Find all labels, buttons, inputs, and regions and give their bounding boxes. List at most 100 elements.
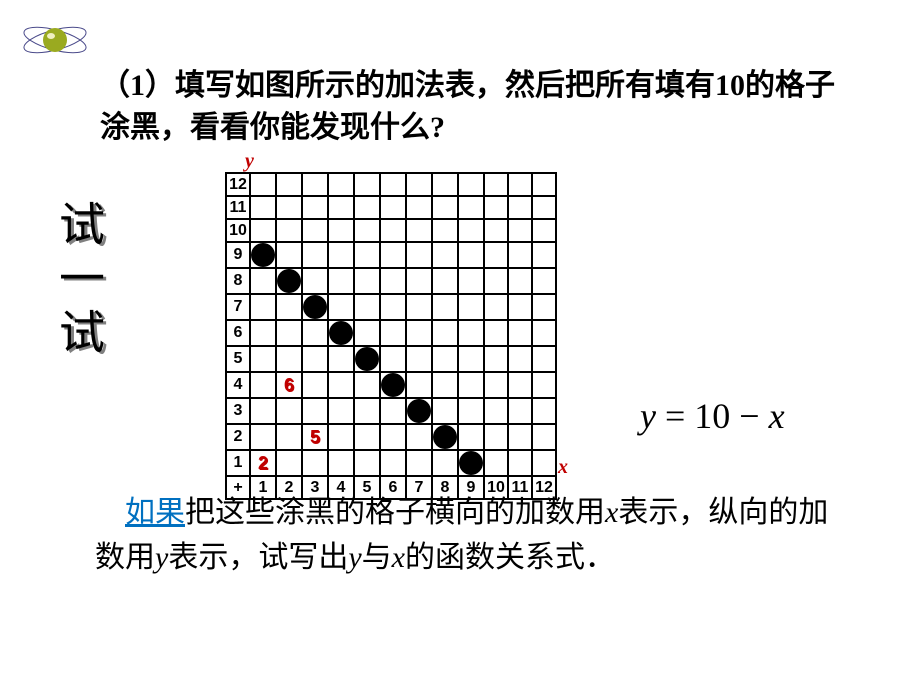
grid-cell: 2 [250,450,276,476]
grid-cell [354,242,380,268]
grid-cell [508,268,532,294]
grid-cell [532,268,556,294]
grid-cell [406,196,432,219]
red-number: 2 [258,453,268,473]
grid-cell [354,196,380,219]
grid-cell [532,196,556,219]
grid-cell [276,219,302,242]
grid-cell [484,242,508,268]
grid-cell [302,173,328,196]
grid-cell [508,372,532,398]
grid-cell [484,398,508,424]
grid-cell [458,372,484,398]
grid-cell [328,196,354,219]
grid-cell [354,268,380,294]
red-number: 5 [310,427,320,447]
grid-cell [276,424,302,450]
grid-cell [328,242,354,268]
grid-cell [508,242,532,268]
black-dot [407,399,431,423]
grid-cell [432,320,458,346]
grid-cell [458,424,484,450]
grid-cell [302,346,328,372]
grid-cell [458,450,484,476]
grid-cell [406,372,432,398]
grid-cell [276,398,302,424]
grid-cell [276,196,302,219]
grid-cell [302,450,328,476]
vertical-label: 试一试 [45,200,111,362]
grid-cell [458,346,484,372]
grid-cell [484,173,508,196]
grid-cell [354,372,380,398]
grid-cell [354,424,380,450]
grid-cell [484,450,508,476]
grid-cell [458,242,484,268]
equation: y = 10 − x [640,395,785,437]
grid-cell [432,398,458,424]
grid-cell [508,173,532,196]
grid-cell [532,450,556,476]
grid-cell [406,450,432,476]
grid-cell [508,346,532,372]
grid-cell [380,320,406,346]
grid-cell [328,173,354,196]
grid-cell [354,320,380,346]
grid-cell [380,346,406,372]
grid-cell [406,320,432,346]
black-dot [329,321,353,345]
grid-cell [432,372,458,398]
row-header: 8 [226,268,250,294]
grid-cell [328,424,354,450]
grid-cell [354,398,380,424]
grid-cell [432,346,458,372]
grid-cell [406,398,432,424]
black-dot [433,425,457,449]
grid-cell [250,320,276,346]
grid-cell [328,450,354,476]
y-axis-label: y [245,150,254,173]
grid-cell [250,242,276,268]
grid-cell [432,294,458,320]
grid-cell [432,424,458,450]
grid-cell [406,268,432,294]
grid-cell [484,372,508,398]
grid-cell [406,173,432,196]
row-header: 10 [226,219,250,242]
grid-cell [302,398,328,424]
row-header: 2 [226,424,250,450]
grid-cell [532,242,556,268]
grid-cell [406,294,432,320]
grid-cell [406,346,432,372]
grid-cell [458,398,484,424]
grid-cell [380,294,406,320]
bottom-explanation: 如果把这些涂黑的格子横向的加数用x表示，纵向的加数用y表示，试写出y与x的函数关… [95,490,855,580]
row-header: 1 [226,450,250,476]
grid-cell [380,242,406,268]
grid-cell [354,346,380,372]
grid-cell [508,320,532,346]
grid-cell [484,196,508,219]
grid-cell [484,294,508,320]
if-link[interactable]: 如果 [125,496,185,529]
grid-cell [380,173,406,196]
grid-cell [276,268,302,294]
grid-cell [432,450,458,476]
grid-cell [250,268,276,294]
grid-cell [302,268,328,294]
row-header: 4 [226,372,250,398]
grid-table: 121110987654632512+123456789101112 [225,172,557,500]
grid-cell [532,294,556,320]
grid-cell [328,372,354,398]
grid-cell [250,173,276,196]
black-dot [355,347,379,371]
grid-cell [508,196,532,219]
grid-cell: 5 [302,424,328,450]
grid-cell [406,242,432,268]
grid-cell [302,320,328,346]
grid-cell [302,219,328,242]
grid-cell [276,294,302,320]
grid-cell [250,219,276,242]
grid-cell [508,424,532,450]
grid-cell [458,294,484,320]
